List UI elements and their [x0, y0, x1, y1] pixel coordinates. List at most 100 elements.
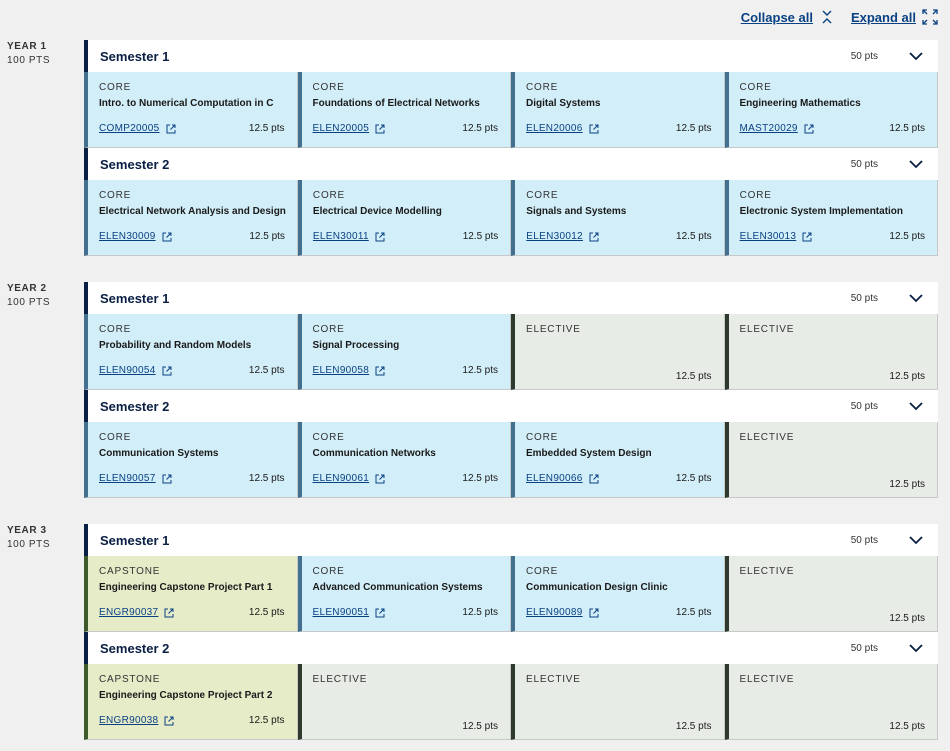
- subject-name: Communication Systems: [99, 448, 219, 459]
- subject-type: CORE: [99, 190, 132, 201]
- semester-title: Semester 2: [100, 640, 170, 656]
- subject-code: ELEN90066: [526, 473, 583, 484]
- semester-title: Semester 2: [100, 398, 170, 414]
- year-title: YEAR 2: [7, 283, 47, 294]
- external-link-icon: [375, 124, 385, 133]
- external-link-icon: [589, 232, 599, 241]
- subject-code-link[interactable]: ELEN90057: [99, 473, 172, 484]
- subject-code-link[interactable]: ELEN30009: [99, 231, 172, 242]
- subject-code: ELEN30011: [312, 231, 369, 242]
- subject-card[interactable]: CORE Communication Networks ELEN90061 12.5 …: [297, 422, 511, 498]
- subject-code-link[interactable]: MAST20029: [740, 123, 814, 134]
- subject-code-link[interactable]: ELEN30012: [526, 231, 599, 242]
- subject-type: CORE: [526, 566, 559, 577]
- subject-name: Engineering Mathematics: [739, 98, 861, 109]
- subject-code-link[interactable]: ENGR90037: [99, 607, 174, 618]
- chevron-down-icon[interactable]: [908, 533, 924, 547]
- semester-header[interactable]: Semester 1 50 pts: [84, 524, 938, 556]
- subject-card[interactable]: CORE Communication Design Clinic ELEN90089…: [511, 556, 725, 632]
- subject-row: CORE Probability and Random Models ELEN900…: [84, 314, 938, 390]
- collapse-icon: [822, 10, 832, 24]
- subject-code-link[interactable]: ELEN90089: [526, 607, 599, 618]
- subject-name: Signal Processing: [312, 340, 400, 351]
- subject-code-link[interactable]: ENGR90038: [99, 715, 174, 726]
- subject-code: ELEN30012: [526, 231, 583, 242]
- subject-card[interactable]: CORE Advanced Communication Systems ELEN90…: [297, 556, 511, 632]
- subject-points: 12.5 pts: [675, 123, 712, 134]
- subject-name: Advanced Communication Systems: [312, 582, 483, 593]
- subject-card[interactable]: CORE Electronic System Implementation ELEN…: [724, 180, 938, 256]
- subject-card[interactable]: ELECTIVE 12.5 pts: [511, 664, 725, 740]
- subject-card[interactable]: CORE Intro. to Numerical Computation in C…: [84, 72, 298, 148]
- semester-title: Semester 1: [100, 532, 170, 548]
- subject-code-link[interactable]: ELEN90058: [313, 365, 386, 376]
- collapse-all-button[interactable]: Collapse all: [741, 9, 835, 25]
- external-link-icon: [802, 232, 812, 241]
- year-label: YEAR 2 100 PTS: [7, 282, 50, 310]
- subject-card[interactable]: CORE Signal Processing ELEN90058 12.5 pts: [297, 314, 511, 390]
- subject-code-link[interactable]: ELEN20005: [313, 123, 386, 134]
- subject-name: Engineering Capstone Project Part 1: [99, 582, 273, 593]
- subject-points: 12.5 pts: [676, 231, 712, 242]
- subject-code-link[interactable]: COMP20005: [99, 123, 176, 134]
- subject-type: CORE: [99, 82, 132, 93]
- year-points: 100 PTS: [7, 55, 51, 66]
- subject-code: ENGR90037: [99, 607, 159, 618]
- chevron-down-icon[interactable]: [908, 49, 924, 63]
- subject-card[interactable]: ELECTIVE 12.5 pts: [297, 664, 511, 740]
- semester-title: Semester 2: [100, 156, 170, 172]
- subject-code-link[interactable]: ELEN90061: [313, 473, 386, 484]
- semester-header[interactable]: Semester 1 50 pts: [84, 282, 938, 314]
- year-label: YEAR 3 100 PTS: [7, 524, 50, 552]
- subject-card[interactable]: CORE Electrical Network Analysis and Desi…: [84, 180, 298, 256]
- subject-row: CORE Electrical Network Analysis and Desi…: [84, 180, 938, 256]
- subject-type: CAPSTONE: [99, 674, 161, 685]
- semester-header[interactable]: Semester 2 50 pts: [84, 148, 938, 180]
- chevron-down-icon[interactable]: [908, 399, 924, 413]
- subject-card[interactable]: ELECTIVE 12.5 pts: [724, 314, 938, 390]
- subject-card[interactable]: ELECTIVE 12.5 pts: [511, 314, 725, 390]
- subject-code-link[interactable]: ELEN90051: [313, 607, 386, 618]
- subject-card[interactable]: CORE Engineering Mathematics MAST20029 12.5…: [724, 72, 938, 148]
- semester-points: 50 pts: [850, 400, 878, 412]
- subject-points: 12.5 pts: [462, 721, 498, 732]
- subject-card[interactable]: CORE Embedded System Design ELEN90066 12.5 …: [511, 422, 725, 498]
- subject-card[interactable]: CAPSTONE Engineering Capstone Project Par…: [84, 556, 298, 632]
- subject-card[interactable]: ELECTIVE 12.5 pts: [724, 556, 938, 632]
- subject-code-link[interactable]: ELEN20006: [526, 123, 599, 134]
- subject-code-link[interactable]: ELEN30011: [313, 231, 385, 242]
- subject-card[interactable]: CORE Digital Systems ELEN20006 12.5 pts: [511, 72, 725, 148]
- expand-all-label: Expand all: [850, 9, 916, 25]
- chevron-down-icon[interactable]: [908, 641, 924, 655]
- subject-card[interactable]: CORE Signals and Systems ELEN30012 12.5 pts: [511, 180, 725, 256]
- subject-row: CAPSTONE Engineering Capstone Project Par…: [84, 556, 938, 632]
- chevron-down-icon[interactable]: [908, 157, 924, 171]
- semester-points: 50 pts: [850, 534, 878, 546]
- year-title: YEAR 1: [7, 41, 47, 52]
- external-link-icon: [589, 124, 599, 133]
- subject-card[interactable]: CORE Probability and Random Models ELEN900…: [84, 314, 298, 390]
- chevron-down-icon[interactable]: [908, 291, 924, 305]
- subject-points: 12.5 pts: [889, 721, 925, 732]
- expand-all-button[interactable]: Expand all: [851, 9, 938, 25]
- subject-card[interactable]: ELECTIVE 12.5 pts: [724, 664, 938, 740]
- year-points: 100 PTS: [7, 539, 51, 550]
- subject-code-link[interactable]: ELEN30013: [740, 231, 813, 242]
- subject-card[interactable]: CAPSTONE Engineering Capstone Project Par…: [84, 664, 298, 740]
- semester-header[interactable]: Semester 2 50 pts: [84, 632, 938, 664]
- subject-card[interactable]: CORE Communication Systems ELEN90057 12.5 p…: [84, 422, 298, 498]
- subject-code: ENGR90038: [99, 715, 159, 726]
- external-link-icon: [375, 608, 385, 617]
- semester-header[interactable]: Semester 1 50 pts: [84, 40, 938, 72]
- subject-code-link[interactable]: ELEN90066: [526, 473, 599, 484]
- subject-card[interactable]: ELECTIVE 12.5 pts: [724, 422, 938, 498]
- subject-card[interactable]: CORE Electrical Device Modelling ELEN30011…: [297, 180, 512, 256]
- subject-name: Electronic System Implementation: [739, 206, 904, 217]
- subject-card[interactable]: CORE Foundations of Electrical Networks EL…: [297, 72, 511, 148]
- semester-points: 50 pts: [850, 158, 878, 170]
- subject-name: Engineering Capstone Project Part 2: [99, 690, 273, 701]
- subject-code-link[interactable]: ELEN90054: [99, 365, 172, 376]
- subject-points: 12.5 pts: [889, 231, 925, 242]
- semester-header[interactable]: Semester 2 50 pts: [84, 390, 938, 422]
- subject-code: ELEN90089: [526, 607, 583, 618]
